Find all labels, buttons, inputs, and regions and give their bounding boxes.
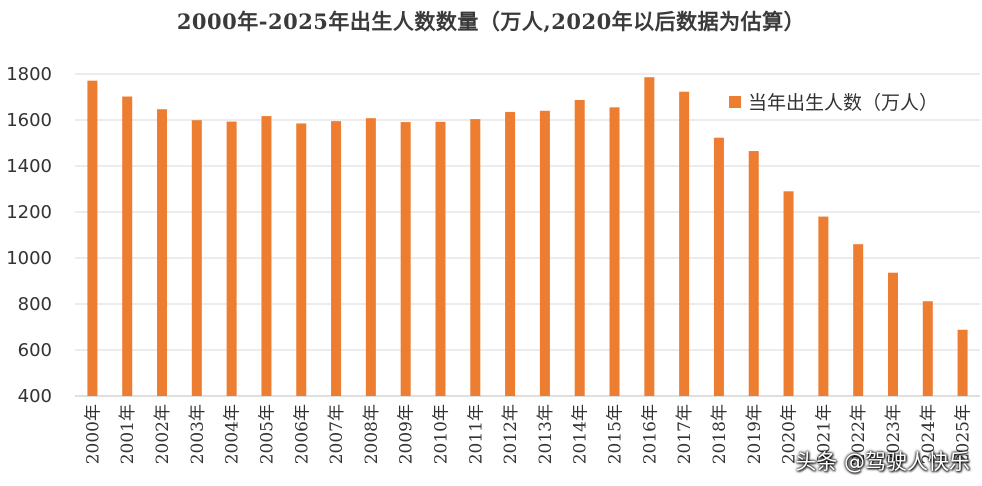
bar-2020年 xyxy=(783,191,794,396)
bar-2018年 xyxy=(713,137,724,396)
bar-2000年 xyxy=(87,80,98,397)
x-tick-label: 2004年 xyxy=(223,404,243,464)
legend: 当年出生人数（万人） xyxy=(729,92,938,114)
bar-2017年 xyxy=(679,91,690,397)
y-tick-label: 1000 xyxy=(6,248,52,269)
bar-2002年 xyxy=(157,109,168,396)
x-tick-label: 2001年 xyxy=(118,404,138,464)
y-tick-label: 600 xyxy=(18,340,52,361)
x-tick-label: 2002年 xyxy=(153,404,173,464)
x-tick-label: 2021年 xyxy=(814,404,834,464)
legend-label: 当年出生人数（万人） xyxy=(748,92,938,114)
x-tick-label: 2023年 xyxy=(884,404,904,464)
x-tick-label: 2012年 xyxy=(501,404,521,464)
x-tick-label: 2008年 xyxy=(362,404,382,464)
bar-2014年 xyxy=(574,99,585,397)
bar-2015年 xyxy=(609,107,620,396)
x-tick-label: 2016年 xyxy=(640,404,660,464)
x-tick-label: 2006年 xyxy=(292,404,312,464)
bar-2005年 xyxy=(261,116,272,396)
x-tick-label: 2009年 xyxy=(397,404,417,464)
x-tick-label: 2000年 xyxy=(83,404,103,464)
y-tick-label: 800 xyxy=(18,294,52,315)
x-tick-label: 2024年 xyxy=(919,404,939,464)
bar-2004年 xyxy=(226,121,237,397)
x-tick-label: 2003年 xyxy=(188,404,208,464)
bar-2022年 xyxy=(853,244,864,396)
x-tick-label: 2020年 xyxy=(780,404,800,464)
x-tick-label: 2017年 xyxy=(675,404,695,464)
bar-2021年 xyxy=(818,216,829,396)
gridlines xyxy=(75,73,980,397)
bar-2001年 xyxy=(122,96,133,396)
x-tick-label: 2007年 xyxy=(327,404,347,464)
bar-2006年 xyxy=(296,123,307,396)
y-tick-label: 1600 xyxy=(6,110,52,131)
y-tick-label: 1400 xyxy=(6,156,52,177)
y-tick-label: 1800 xyxy=(6,64,52,85)
chart-title: 2000年-2025年出生人数数量（万人,2020年以后数据为估算） xyxy=(176,9,806,34)
bar-2003年 xyxy=(191,120,202,396)
x-tick-label: 2011年 xyxy=(466,404,486,464)
y-tick-label: 400 xyxy=(18,386,52,407)
bar-2025年 xyxy=(957,329,968,396)
x-tick-label: 2013年 xyxy=(536,404,556,464)
x-tick-label: 2015年 xyxy=(606,404,626,464)
bar-2011年 xyxy=(470,119,481,396)
bar-2023年 xyxy=(887,272,898,396)
bar-2010年 xyxy=(435,121,446,396)
bar-2012年 xyxy=(505,111,516,396)
bar-2013年 xyxy=(539,110,550,397)
x-axis-ticks: 2000年 2001年 2002年 2003年 2004年 2005年 2006年 2007年… xyxy=(83,404,973,464)
x-tick-label: 2010年 xyxy=(431,404,451,464)
y-axis-ticks: 400 600 800 1000 1200 1400 1600 1800 xyxy=(6,64,52,407)
legend-swatch xyxy=(729,96,741,108)
bar-2007年 xyxy=(331,121,342,397)
bar-2024年 xyxy=(922,301,933,396)
x-tick-label: 2005年 xyxy=(257,404,277,464)
watermark: 头条 @驾驶人快乐 xyxy=(795,450,970,474)
bar-2019年 xyxy=(748,151,759,396)
bar-2009年 xyxy=(400,122,411,396)
x-tick-label: 2022年 xyxy=(849,404,869,464)
bar-2016年 xyxy=(644,77,655,396)
x-tick-label: 2018年 xyxy=(710,404,730,464)
x-tick-label: 2019年 xyxy=(745,404,765,464)
x-tick-label: 2025年 xyxy=(954,404,974,464)
bars xyxy=(87,77,968,397)
y-tick-label: 1200 xyxy=(6,202,52,223)
bar-2008年 xyxy=(365,118,376,396)
x-tick-label: 2014年 xyxy=(571,404,591,464)
